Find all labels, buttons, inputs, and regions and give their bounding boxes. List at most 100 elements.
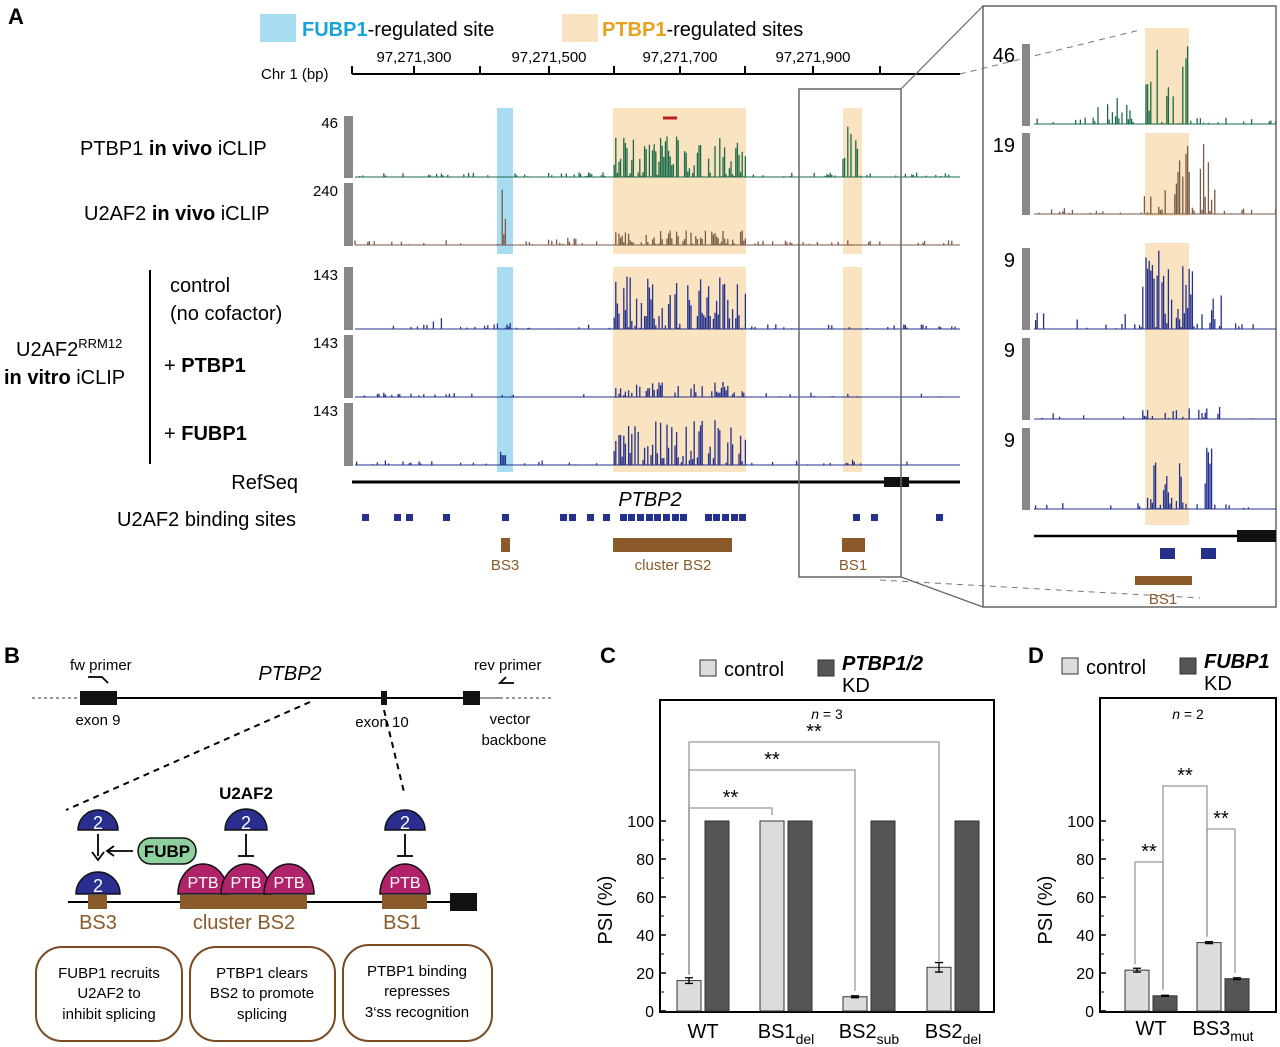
d-bar-kd-2 [1224,978,1250,1012]
bs1-label: BS1 [839,557,867,574]
scale-value-3: 143 [313,267,338,284]
d-xtick-label-2: BS3mut [1192,1018,1253,1044]
legend-ptbp1-swatch [562,14,598,42]
zoom-binding-site-2 [1201,548,1216,559]
detail-bs1 [382,895,427,909]
d-ytick-label-40: 40 [1076,928,1094,945]
c-ytick-label-20: 20 [636,966,654,983]
ptb-dome-3: PTB [263,863,315,895]
panel-label-b: B [4,643,20,668]
d-legend-kd: KD [1204,673,1232,695]
binding-site-16 [672,514,679,521]
c-n-label: n = 3 [811,706,843,722]
refseq-exon [884,477,909,487]
d-chart: 0 20 40 60 80 100 WT BS3mut ** ** ** [1067,765,1253,1044]
vector-box [463,691,480,705]
u2af2-dome-top-left: 2 [77,809,119,833]
chr-axis-label: Chr 1 (bp) [261,66,329,83]
zoom-scale-value-1: 46 [993,45,1015,67]
d-ytick-label-60: 60 [1076,890,1094,907]
scale-bar-1 [344,116,353,178]
zoom-track-2 [1034,144,1277,215]
ptb-dome-2: PTB [220,863,272,895]
group-label-invitro: in vitro iCLIP [4,367,125,389]
track-control [355,276,960,330]
refseq-label: RefSeq [231,472,298,494]
d-n-label: n = 2 [1172,706,1204,722]
d-errorbar-2-1 [1205,941,1213,945]
c-ytick-label-80: 80 [636,852,654,869]
zoom-connector-top [900,5,984,90]
binding-site-20 [722,514,729,521]
svg-text:FUBP: FUBP [144,842,190,861]
c-ytick-label-60: 60 [636,890,654,907]
mechanism-3-line3: 3‘ss recognition [365,1004,469,1021]
c-significance-label-2: ** [764,749,780,771]
ptbp1-bs2-band-lower [613,267,746,472]
detail-exon-box [450,893,477,911]
svg-text:PTB: PTB [389,875,420,892]
scale-bar-2 [344,183,353,246]
d-ytick-label-80: 80 [1076,852,1094,869]
c-xtick-label-4: BS2del [925,1021,982,1047]
track-label-control: control [170,275,230,297]
zoom-bs1-bar [1135,576,1192,585]
zoom-panel-frame [982,5,1277,608]
zoom-scale-bar-4 [1022,338,1030,420]
binding-site-14 [654,514,661,521]
mechanism-box-3 [342,944,493,1042]
ptb-dome-4: PTB [379,863,431,895]
panel-label-a: A [8,4,24,29]
d-errorbar-1-2 [1161,994,1169,998]
binding-site-22 [739,514,746,521]
binding-site-25 [936,514,943,521]
ptbp1-bs2-band-upper [613,108,746,254]
fubp1-site-band-upper [497,108,513,254]
c-legend-control-swatch [699,659,717,677]
track-plus-ptbp1 [355,382,960,398]
d-bar-control-1 [1124,969,1150,1012]
mechanism-box-1 [35,946,183,1042]
mechanism-2-line2: BS2 to promote [210,985,314,1002]
binding-site-23 [853,514,860,521]
mechanism-1-line1: FUBP1 recruits [58,965,160,982]
d-legend-kd-swatch [1179,657,1197,675]
c-ytick-label-100: 100 [627,814,654,831]
d-plot-frame [1099,697,1277,1013]
d-ytick-label-0: 0 [1085,1004,1094,1021]
c-legend-kd-gene: PTBP1/2 [842,653,923,675]
legend-fubp1-label: FUBP1-regulated site [302,19,494,41]
zoom-track-1 [1034,46,1277,125]
binding-site-3 [406,514,413,521]
zoom-track-3 [1034,250,1276,330]
d-significance-label-1: ** [1141,841,1157,863]
track-label-no-cofactor: (no cofactor) [170,303,282,325]
c-bar-control-3 [842,996,868,1012]
scale-value-4: 143 [313,335,338,352]
exon9-box [80,691,117,705]
d-significance-bracket-3 [1162,785,1208,990]
rev-primer-arrow [497,676,514,684]
binding-site-10 [620,514,627,521]
zoom-line-left [65,701,311,811]
binding-site-4 [443,514,450,521]
exon10-box [381,691,387,705]
fw-primer-label: fw primer [70,657,132,674]
c-significance-bracket-3 [688,741,940,975]
binding-site-11 [628,514,635,521]
c-bar-kd-2 [787,820,813,1012]
bs3-bar [501,538,510,552]
zoom-scale-bar-5 [1022,428,1030,510]
bs2-bar [613,538,732,552]
d-ytick-label-20: 20 [1076,966,1094,983]
svg-text:PTB: PTB [187,875,218,892]
ptbp1-bs1-band-lower [843,267,862,472]
c-bar-kd-1 [704,820,730,1012]
scale-bar-3 [344,267,353,330]
c-xtick-label-2: BS1del [758,1021,815,1047]
zoom-scale-bar-1 [1022,44,1030,126]
fw-primer-arrow [88,676,109,684]
c-bar-control-2 [759,820,785,1012]
u2af2-dome-bound: 2 [75,871,121,896]
group-label-u2af2-rrm12: U2AF2RRM12 [16,336,122,361]
